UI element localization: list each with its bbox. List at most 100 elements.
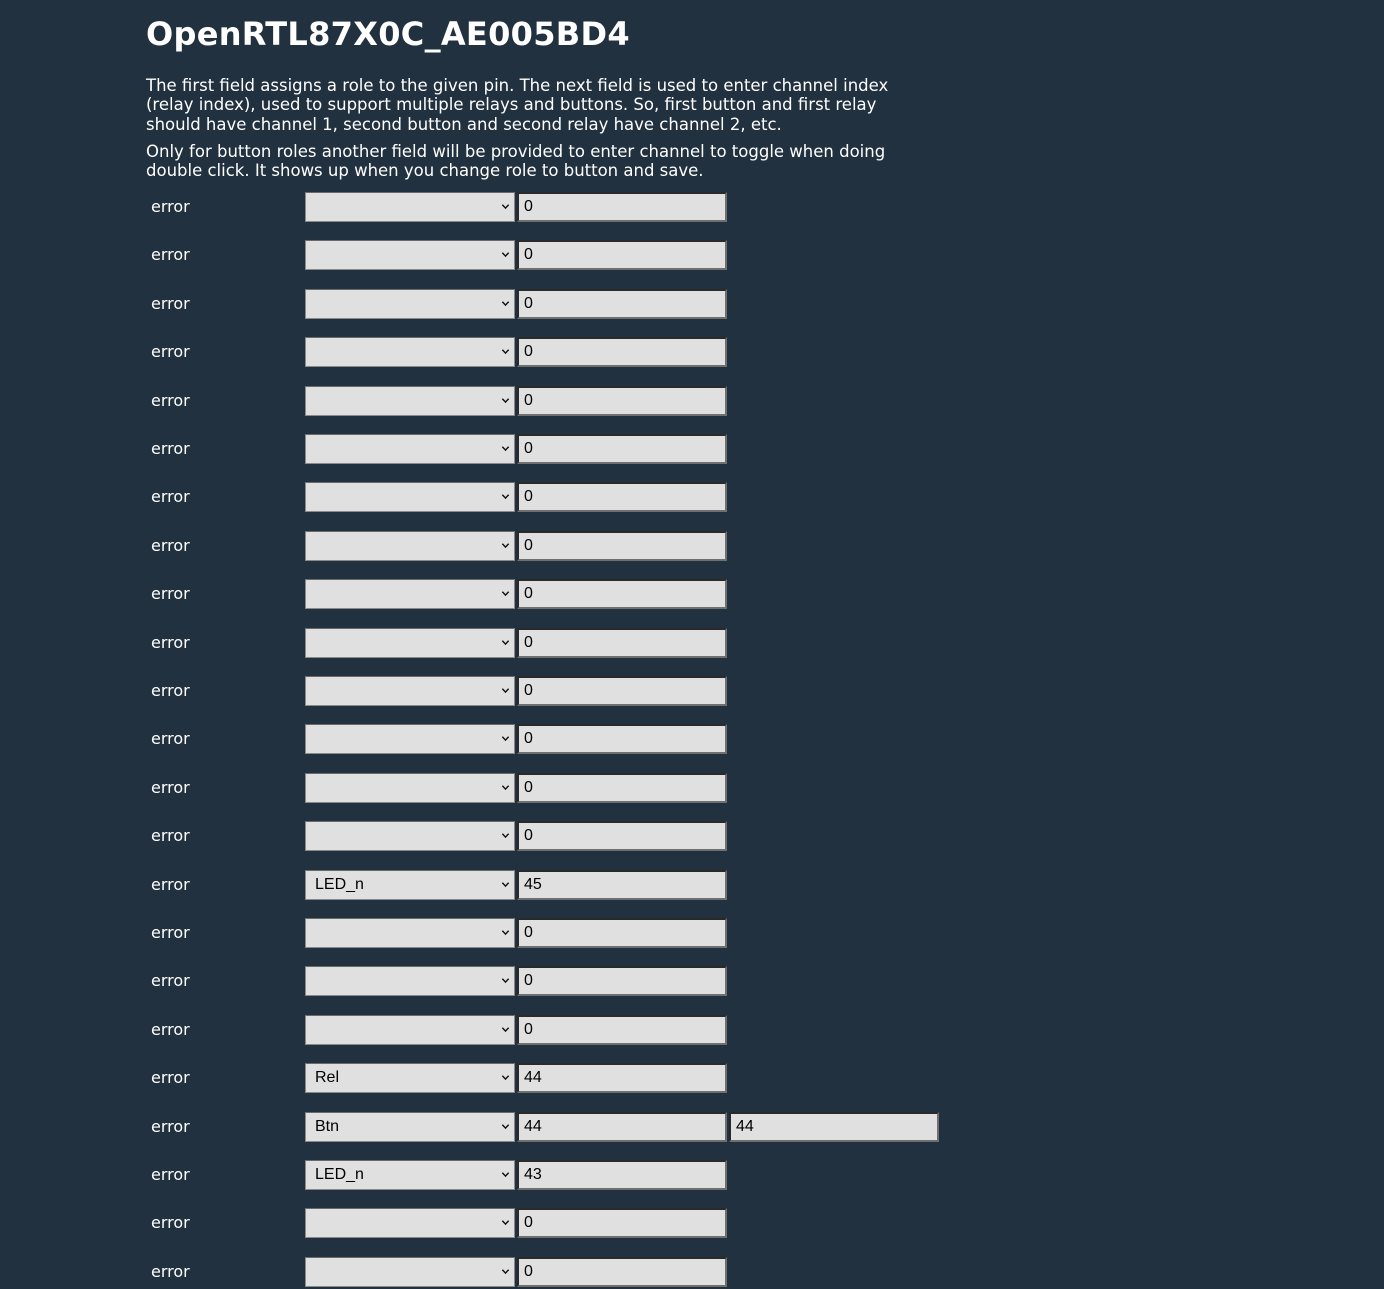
chevron-down-icon (501, 252, 510, 258)
role-select[interactable] (305, 821, 515, 851)
pin-label: error (151, 1117, 190, 1136)
description-paragraph-1: The first field assigns a role to the gi… (146, 76, 889, 134)
pin-label: error (151, 342, 190, 361)
role-select[interactable] (305, 676, 515, 706)
role-select-value: Rel (315, 1069, 340, 1086)
pin-label: error (151, 1020, 190, 1039)
channel-input[interactable]: 0 (517, 337, 727, 367)
role-select[interactable] (305, 966, 515, 996)
page-title: OpenRTL87X0C_AE005BD4 (146, 15, 630, 53)
role-select-value: LED_n (315, 876, 364, 893)
role-select[interactable] (305, 531, 515, 561)
pin-label: error (151, 778, 190, 797)
chevron-down-icon (501, 882, 510, 888)
role-select[interactable]: LED_n (305, 1160, 515, 1190)
pin-label: error (151, 681, 190, 700)
role-select[interactable]: Rel (305, 1063, 515, 1093)
role-select[interactable] (305, 1015, 515, 1045)
role-select[interactable] (305, 482, 515, 512)
channel-input[interactable]: 0 (517, 579, 727, 609)
pin-label: error (151, 875, 190, 894)
role-select[interactable] (305, 1208, 515, 1238)
pin-label: error (151, 536, 190, 555)
channel-input[interactable]: 0 (517, 1015, 727, 1045)
pin-label: error (151, 245, 190, 264)
chevron-down-icon (501, 1172, 510, 1178)
channel-input[interactable]: 0 (517, 192, 727, 222)
role-select[interactable] (305, 724, 515, 754)
role-select[interactable] (305, 773, 515, 803)
chevron-down-icon (501, 640, 510, 646)
channel-input[interactable]: 0 (517, 821, 727, 851)
role-select[interactable] (305, 434, 515, 464)
role-select[interactable]: Btn (305, 1112, 515, 1142)
main-content: OpenRTL87X0C_AE005BD4 The first field as… (146, 0, 936, 180)
channel-input[interactable]: 0 (517, 434, 727, 464)
role-select[interactable]: LED_n (305, 870, 515, 900)
double-click-channel-input[interactable]: 44 (729, 1112, 939, 1142)
chevron-down-icon (501, 736, 510, 742)
role-select[interactable] (305, 579, 515, 609)
chevron-down-icon (501, 591, 510, 597)
pin-label: error (151, 584, 190, 603)
channel-input[interactable]: 0 (517, 1257, 727, 1287)
pin-label: error (151, 294, 190, 313)
role-select-value: Btn (315, 1118, 340, 1135)
pin-label: error (151, 826, 190, 845)
role-select-value: LED_n (315, 1166, 364, 1183)
role-select[interactable] (305, 289, 515, 319)
role-select[interactable] (305, 192, 515, 222)
channel-input[interactable]: 0 (517, 676, 727, 706)
pin-label: error (151, 1262, 190, 1281)
chevron-down-icon (501, 1124, 510, 1130)
role-select[interactable] (305, 1257, 515, 1287)
role-select[interactable] (305, 386, 515, 416)
chevron-down-icon (501, 785, 510, 791)
chevron-down-icon (501, 978, 510, 984)
chevron-down-icon (501, 930, 510, 936)
role-select[interactable] (305, 240, 515, 270)
channel-input[interactable]: 0 (517, 724, 727, 754)
chevron-down-icon (501, 204, 510, 210)
channel-input[interactable]: 0 (517, 918, 727, 948)
chevron-down-icon (501, 833, 510, 839)
chevron-down-icon (501, 349, 510, 355)
channel-input[interactable]: 0 (517, 531, 727, 561)
channel-input[interactable]: 0 (517, 1208, 727, 1238)
channel-input[interactable]: 43 (517, 1160, 727, 1190)
channel-input[interactable]: 0 (517, 289, 727, 319)
pin-label: error (151, 923, 190, 942)
role-select[interactable] (305, 337, 515, 367)
channel-input[interactable]: 0 (517, 386, 727, 416)
pin-label: error (151, 729, 190, 748)
channel-input[interactable]: 0 (517, 773, 727, 803)
pin-label: error (151, 1068, 190, 1087)
chevron-down-icon (501, 1075, 510, 1081)
channel-input[interactable]: 44 (517, 1063, 727, 1093)
chevron-down-icon (501, 398, 510, 404)
role-select[interactable] (305, 918, 515, 948)
pin-label: error (151, 439, 190, 458)
pin-label: error (151, 1213, 190, 1232)
chevron-down-icon (501, 494, 510, 500)
chevron-down-icon (501, 446, 510, 452)
chevron-down-icon (501, 1027, 510, 1033)
role-select[interactable] (305, 628, 515, 658)
chevron-down-icon (501, 688, 510, 694)
description-paragraph-2: Only for button roles another field will… (146, 141, 886, 181)
channel-input[interactable]: 44 (517, 1112, 727, 1142)
pin-label: error (151, 391, 190, 410)
chevron-down-icon (501, 543, 510, 549)
chevron-down-icon (501, 301, 510, 307)
pin-label: error (151, 971, 190, 990)
channel-input[interactable]: 0 (517, 240, 727, 270)
channel-input[interactable]: 45 (517, 870, 727, 900)
channel-input[interactable]: 0 (517, 628, 727, 658)
chevron-down-icon (501, 1269, 510, 1275)
pin-label: error (151, 487, 190, 506)
channel-input[interactable]: 0 (517, 966, 727, 996)
pin-label: error (151, 1165, 190, 1184)
channel-input[interactable]: 0 (517, 482, 727, 512)
pin-label: error (151, 633, 190, 652)
pin-label: error (151, 197, 190, 216)
